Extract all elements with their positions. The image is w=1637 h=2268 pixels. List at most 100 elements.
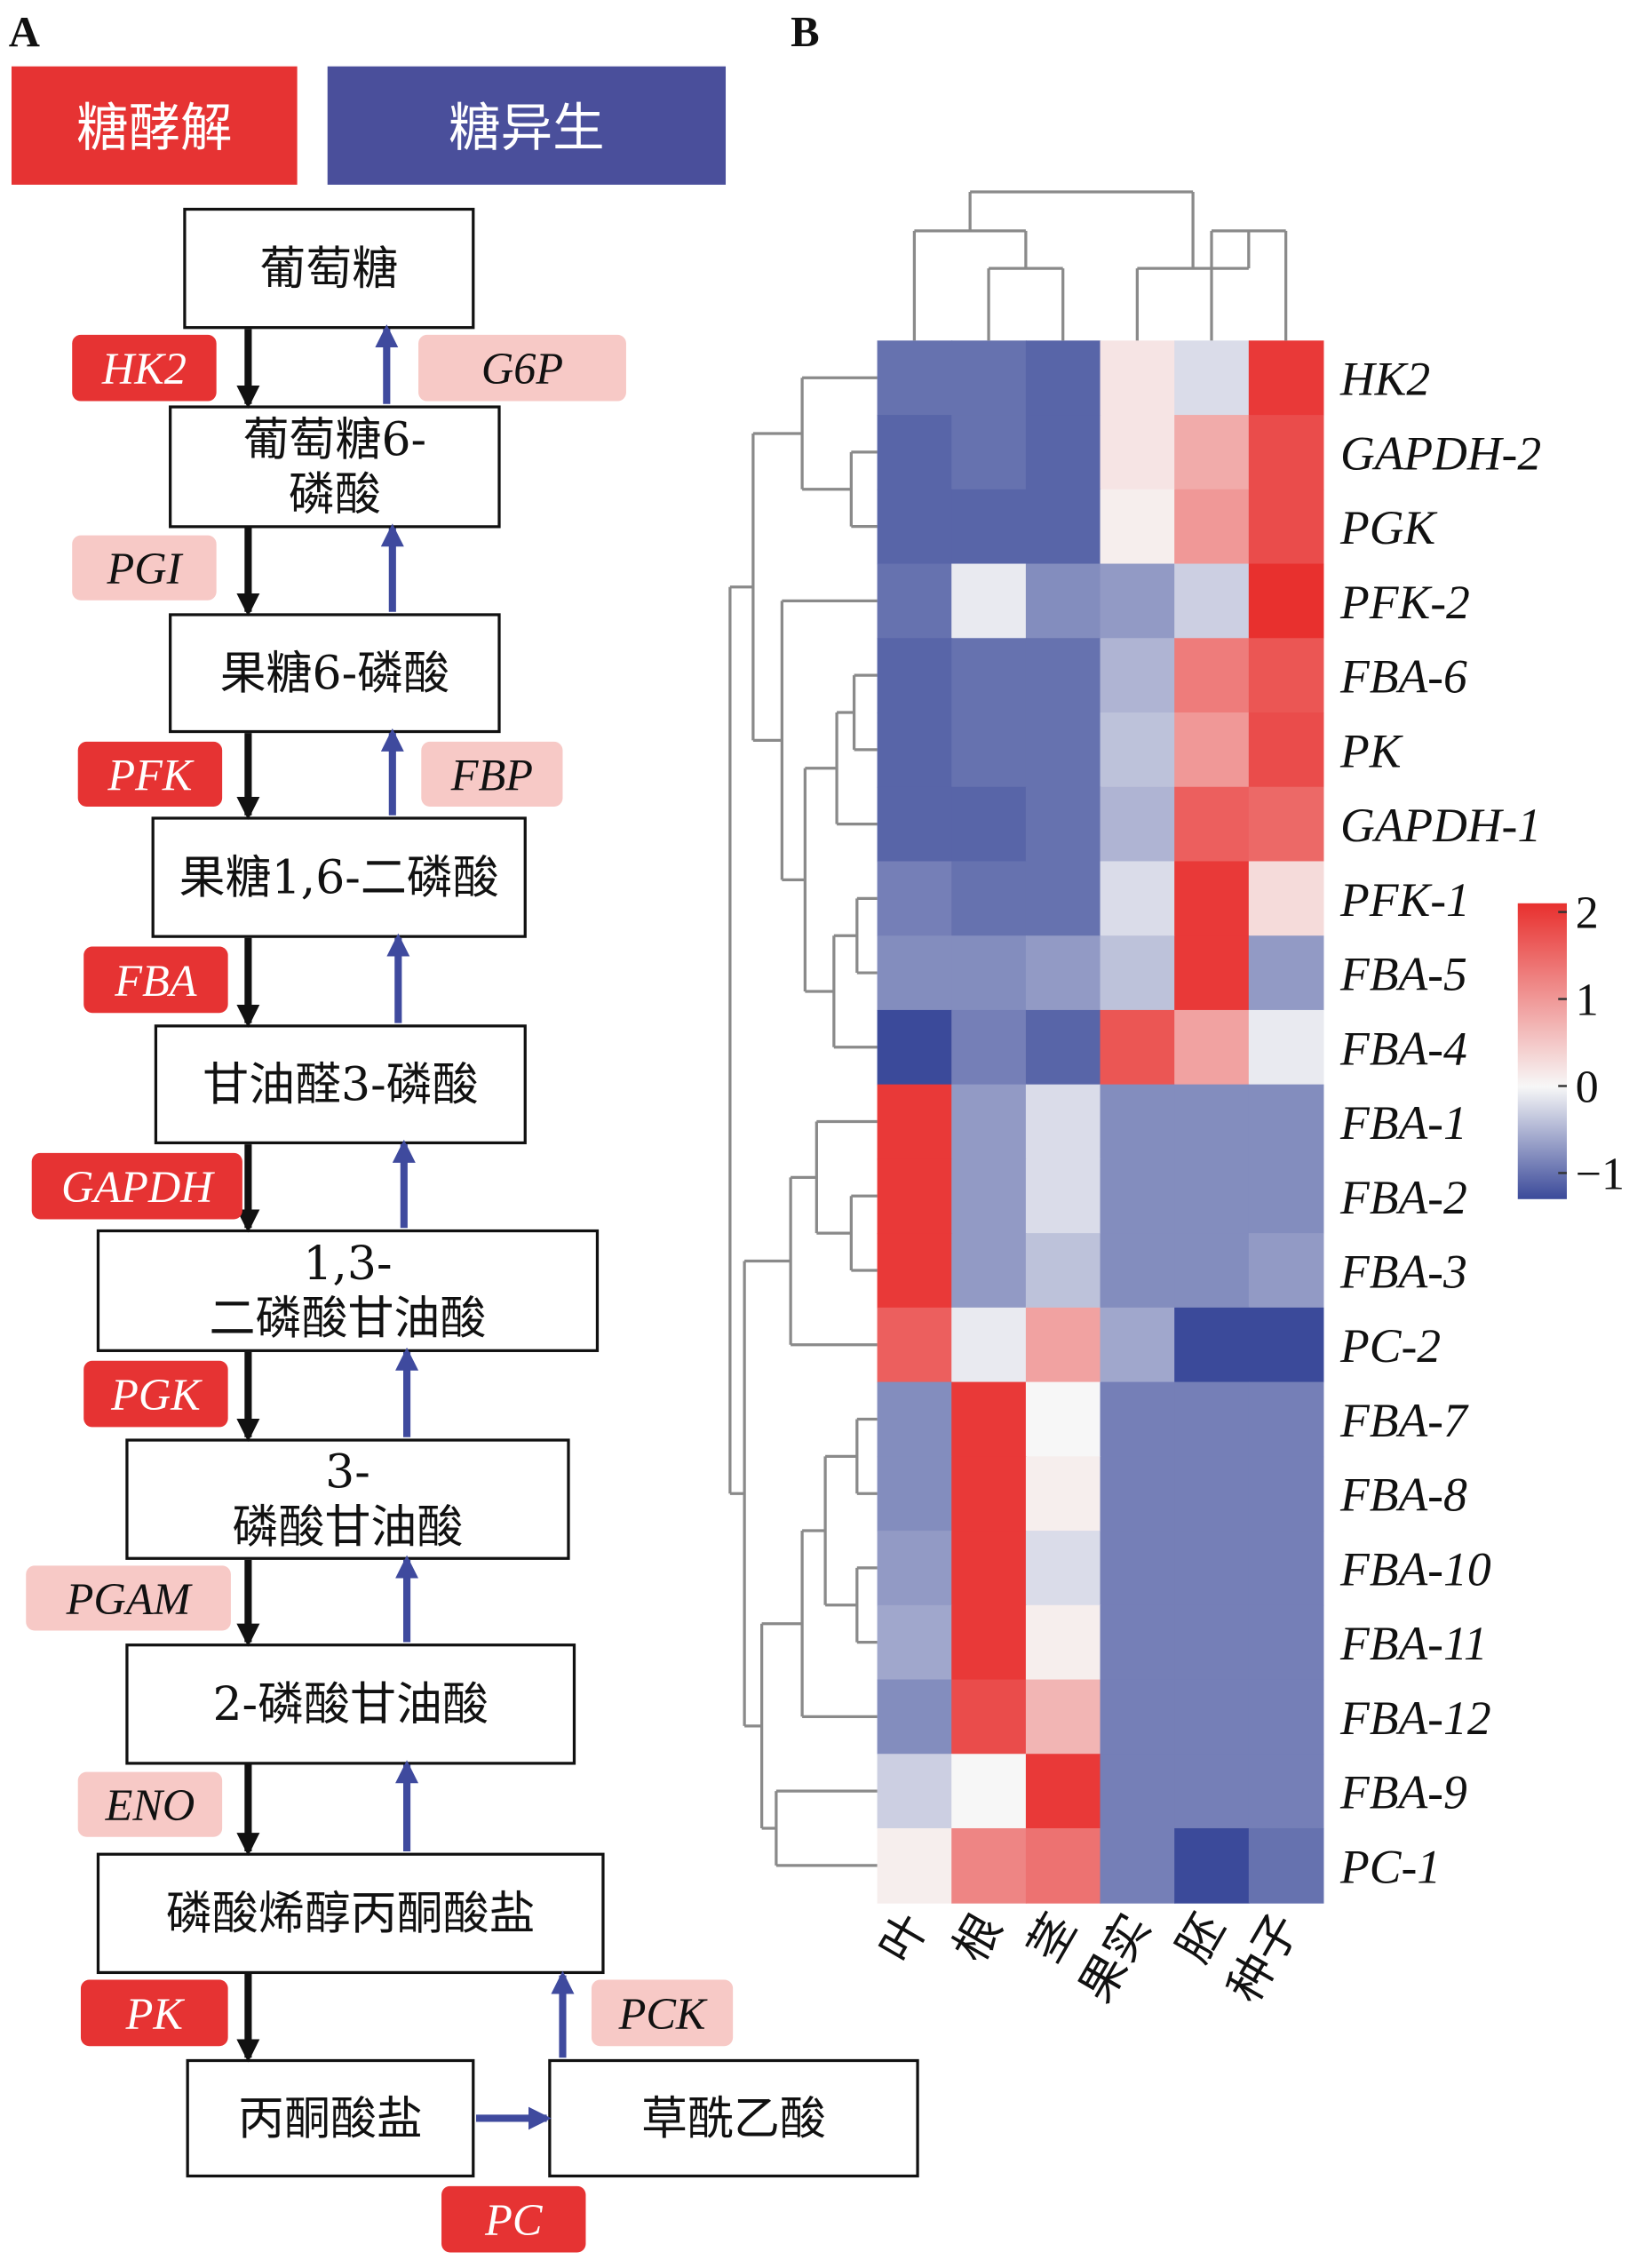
- heatmap-cell: [951, 1233, 1027, 1309]
- row-label: FBA-6: [1339, 650, 1467, 704]
- heatmap-cell: [951, 861, 1027, 937]
- metabolite-label: 磷酸甘油酸: [233, 1500, 464, 1554]
- heatmap-cell: [1248, 712, 1324, 788]
- heatmap-cell: [1100, 712, 1176, 788]
- heatmap-cell: [1174, 861, 1250, 937]
- enzyme-tag: PK: [80, 1979, 228, 2047]
- heatmap-cell: [951, 1604, 1027, 1681]
- heatmap-cell: [1025, 415, 1101, 490]
- heatmap-cell: [951, 1084, 1027, 1160]
- row-label: FBA-9: [1339, 1766, 1467, 1819]
- heatmap-cell: [1174, 1456, 1250, 1532]
- heatmap-cell: [1248, 1604, 1324, 1681]
- row-label: PC-1: [1339, 1840, 1441, 1893]
- heatmap-cell: [951, 1679, 1027, 1755]
- row-label: PFK-1: [1339, 873, 1470, 927]
- heatmap-cell: [877, 1456, 953, 1532]
- heatmap-cell: [1174, 1233, 1250, 1309]
- heatmap-cell: [1248, 1679, 1324, 1755]
- gluconeogenesis-tag-box: [327, 66, 727, 185]
- enzyme-tag: PC: [441, 2185, 586, 2253]
- enzyme-tag: PGK: [83, 1360, 228, 1428]
- heatmap-cell: [1174, 415, 1250, 490]
- metabolite-box: 果糖1,6-二磷酸: [151, 816, 527, 938]
- heatmap-cell: [1100, 1604, 1176, 1681]
- enzyme-label: HK2: [101, 344, 187, 394]
- heatmap-cell: [877, 1009, 953, 1086]
- heatmap-cell: [1100, 1827, 1176, 1904]
- metabolite-label: 磷酸: [289, 468, 381, 521]
- heatmap-cell: [1100, 1754, 1176, 1829]
- column-label: 茎: [1018, 1905, 1087, 1971]
- column-label: 果实: [1069, 1905, 1162, 2011]
- heatmap-cell: [877, 935, 953, 1011]
- heatmap-cell: [1174, 935, 1250, 1011]
- enzyme-tag: FBA: [83, 946, 228, 1014]
- heatmap-cell: [1248, 1009, 1324, 1086]
- heatmap-cell: [1100, 1456, 1176, 1532]
- heatmap-cell: [1100, 1381, 1176, 1458]
- heatmap-cell: [1248, 1754, 1324, 1829]
- heatmap-row-labels: HK2 GAPDH-2 PGK PFK-2 FBA-6 PK GAPDH-1 PFK-1 FBA…: [1339, 353, 1541, 1894]
- pathway-enzyme-tags: HK2 PGI PFK FBA GAPDH PGK PGAM ENO PK G6P FBP PCK PC: [26, 334, 734, 2253]
- heatmap-cell: [1025, 563, 1101, 640]
- glycolysis-tag-label: 糖酵解: [76, 98, 232, 158]
- enzyme-tag: FBP: [421, 741, 563, 807]
- row-label: FBA-12: [1339, 1691, 1491, 1745]
- heatmap-cell: [877, 786, 953, 863]
- heatmap-cell: [1174, 712, 1250, 788]
- enzyme-tag: HK2: [72, 334, 217, 402]
- heatmap-cell: [1248, 1381, 1324, 1458]
- heatmap-cell: [1100, 1009, 1176, 1086]
- metabolite-box: 葡萄糖6-磷酸: [169, 405, 501, 529]
- metabolite-box: 2-磷酸甘油酸: [125, 1643, 576, 1765]
- row-label: GAPDH-2: [1340, 426, 1541, 480]
- heatmap-cell: [1100, 1158, 1176, 1235]
- heatmap-cell: [877, 340, 953, 417]
- heatmap-cell: [951, 1009, 1027, 1086]
- enzyme-label: PFK: [107, 750, 195, 800]
- row-label: PK: [1339, 724, 1404, 777]
- enzyme-label: FBA: [114, 956, 197, 1006]
- heatmap-cell: [1025, 489, 1101, 565]
- colorbar-tick-label: 2: [1576, 887, 1599, 938]
- heatmap-cell: [1025, 1531, 1101, 1606]
- heatmap-cell: [1174, 1827, 1250, 1904]
- heatmap-cell: [1100, 638, 1176, 713]
- heatmap-cell: [1248, 1084, 1324, 1160]
- row-label: FBA-4: [1339, 1022, 1467, 1075]
- heatmap-cell: [951, 1381, 1027, 1458]
- metabolite-box: 果糖6-磷酸: [169, 613, 501, 734]
- heatmap-column-labels: 叶根茎果实 胚种子: [870, 1905, 1310, 2011]
- metabolite-label: 草酰乙酸: [641, 2092, 826, 2145]
- colorbar-tick-label: 0: [1576, 1062, 1599, 1112]
- heatmap-cell: [1100, 340, 1176, 417]
- enzyme-label: ENO: [105, 1780, 195, 1830]
- heatmap-cell: [1174, 1679, 1250, 1755]
- metabolite-label: 葡萄糖: [259, 243, 398, 296]
- enzyme-label: PGAM: [66, 1574, 194, 1624]
- heatmap-cell: [1025, 1307, 1101, 1383]
- heatmap-cell: [1100, 1307, 1176, 1383]
- heatmap-cell: [1174, 638, 1250, 713]
- metabolite-box: 甘油醛3-磷酸: [154, 1024, 527, 1145]
- heatmap-cell: [1248, 935, 1324, 1011]
- heatmap-cell: [877, 1307, 953, 1383]
- enzyme-tag: PGAM: [26, 1565, 231, 1631]
- heatmap-cell: [1025, 861, 1101, 937]
- heatmap-cell: [1248, 638, 1324, 713]
- gluconeogenesis-tag: 糖异生: [327, 66, 727, 185]
- heatmap-cell: [1248, 340, 1324, 417]
- enzyme-tag: PGI: [72, 535, 217, 601]
- heatmap-cell: [1025, 638, 1101, 713]
- row-label: FBA-3: [1339, 1245, 1467, 1298]
- heatmap-cell: [1025, 935, 1101, 1011]
- colorbar: 2 1 0 −1: [1517, 887, 1625, 1199]
- heatmap-cell: [1174, 786, 1250, 863]
- row-label: PGK: [1339, 501, 1438, 554]
- heatmap-cell: [1100, 861, 1176, 937]
- row-label: FBA-5: [1339, 948, 1467, 1001]
- heatmap-cell: [951, 786, 1027, 863]
